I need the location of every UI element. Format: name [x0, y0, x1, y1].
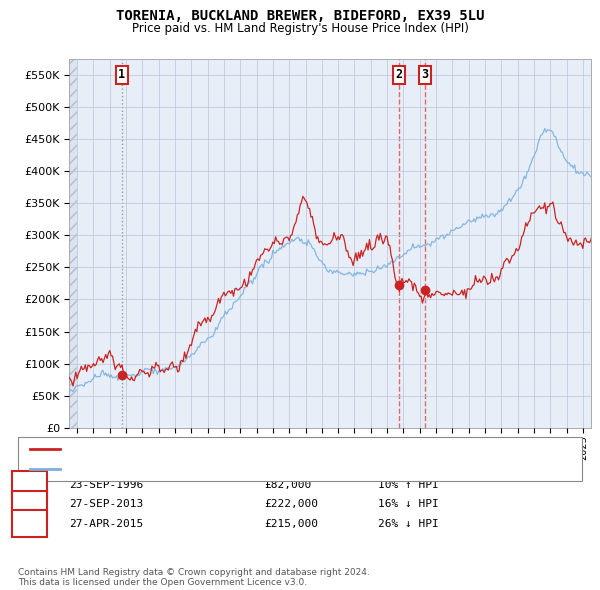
Bar — [69, 59, 77, 428]
Text: 16% ↓ HPI: 16% ↓ HPI — [378, 500, 439, 509]
Text: 27-SEP-2013: 27-SEP-2013 — [69, 500, 143, 509]
Text: £222,000: £222,000 — [264, 500, 318, 509]
Text: 3: 3 — [26, 517, 33, 530]
Text: £215,000: £215,000 — [264, 519, 318, 529]
Text: 2: 2 — [26, 498, 33, 511]
Text: This data is licensed under the Open Government Licence v3.0.: This data is licensed under the Open Gov… — [18, 578, 307, 587]
Text: TORENIA, BUCKLAND BREWER, BIDEFORD, EX39 5LU (detached house): TORENIA, BUCKLAND BREWER, BIDEFORD, EX39… — [66, 444, 436, 454]
Text: 2: 2 — [395, 68, 403, 81]
Text: 27-APR-2015: 27-APR-2015 — [69, 519, 143, 529]
Text: 1: 1 — [26, 478, 33, 491]
Text: 3: 3 — [421, 68, 428, 81]
Text: 10% ↑ HPI: 10% ↑ HPI — [378, 480, 439, 490]
Text: HPI: Average price, detached house, Torridge: HPI: Average price, detached house, Torr… — [66, 464, 301, 474]
Text: Price paid vs. HM Land Registry's House Price Index (HPI): Price paid vs. HM Land Registry's House … — [131, 22, 469, 35]
Text: Contains HM Land Registry data © Crown copyright and database right 2024.: Contains HM Land Registry data © Crown c… — [18, 568, 370, 577]
Text: 1: 1 — [118, 68, 125, 81]
Text: 26% ↓ HPI: 26% ↓ HPI — [378, 519, 439, 529]
Text: £82,000: £82,000 — [264, 480, 311, 490]
Text: TORENIA, BUCKLAND BREWER, BIDEFORD, EX39 5LU: TORENIA, BUCKLAND BREWER, BIDEFORD, EX39… — [116, 9, 484, 23]
Text: 23-SEP-1996: 23-SEP-1996 — [69, 480, 143, 490]
